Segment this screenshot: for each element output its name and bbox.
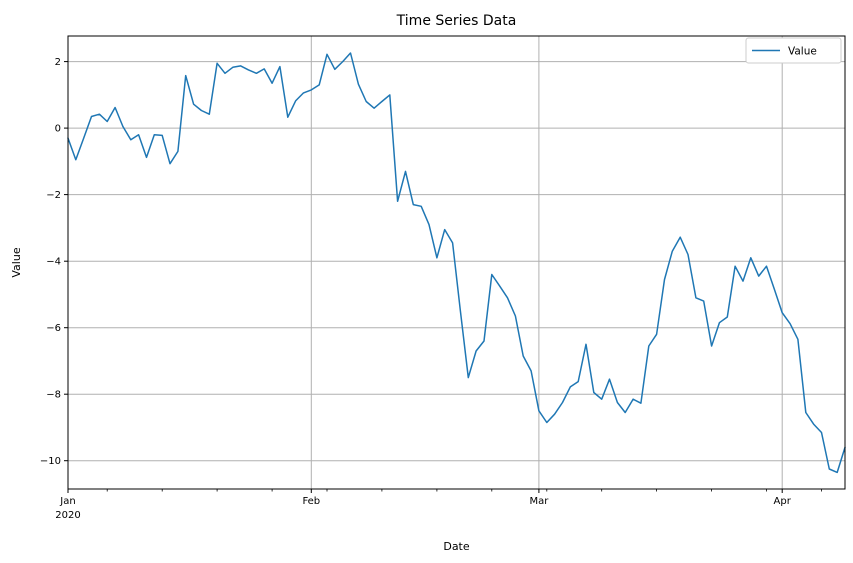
- y-axis-label: Value: [10, 247, 23, 277]
- y-tick-label: 0: [55, 124, 61, 135]
- series: [67, 52, 846, 474]
- chart-title: Time Series Data: [396, 13, 517, 29]
- y-tick-label: −2: [46, 190, 61, 201]
- x-axis-label: Date: [443, 540, 470, 553]
- grid: [67, 36, 845, 489]
- tick-labels: 2 0 −2 −4 −6 −8 −10 Jan 2020 Feb Mar Apr: [40, 57, 792, 521]
- y-tick-label: −6: [46, 323, 61, 334]
- plot-border: [67, 35, 846, 490]
- legend-label: Value: [788, 46, 817, 58]
- ticks: [64, 61, 822, 493]
- y-tick-label: −4: [46, 257, 61, 268]
- y-tick-label: −8: [46, 390, 61, 401]
- y-tick-label: 2: [55, 57, 61, 68]
- x-tick-label: Jan: [59, 496, 75, 507]
- legend: Value: [745, 37, 842, 64]
- x-tick-label: Mar: [529, 496, 549, 507]
- x-tick-label: Apr: [774, 496, 792, 507]
- x-tick-label: Feb: [302, 496, 320, 507]
- legend-box: [745, 37, 842, 64]
- y-tick-label: −10: [40, 456, 61, 467]
- x-tick-year-label: 2020: [55, 510, 80, 521]
- value-line: [67, 52, 846, 474]
